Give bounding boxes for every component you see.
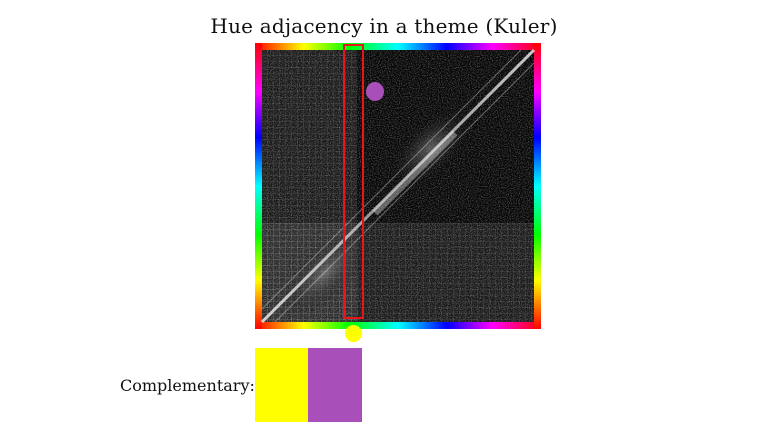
hue-border-top (255, 43, 541, 50)
hue-border-right (534, 43, 541, 329)
hue-border-bottom (255, 322, 541, 329)
yellow-hue-marker (345, 325, 362, 342)
column-highlight (343, 44, 364, 319)
hue-matrix-svg (255, 43, 541, 329)
purple-hue-marker (366, 82, 384, 101)
hue-border-left (255, 43, 262, 329)
heatmap-haze (386, 104, 474, 192)
chart-title: Hue adjacency in a theme (Kuler) (210, 14, 558, 38)
yellow-swatch (255, 348, 309, 422)
complementary-label: Complementary: (120, 376, 255, 395)
hue-adjacency-matrix (255, 43, 541, 329)
purple-swatch (308, 348, 362, 422)
heatmap-diagonal (260, 48, 536, 324)
